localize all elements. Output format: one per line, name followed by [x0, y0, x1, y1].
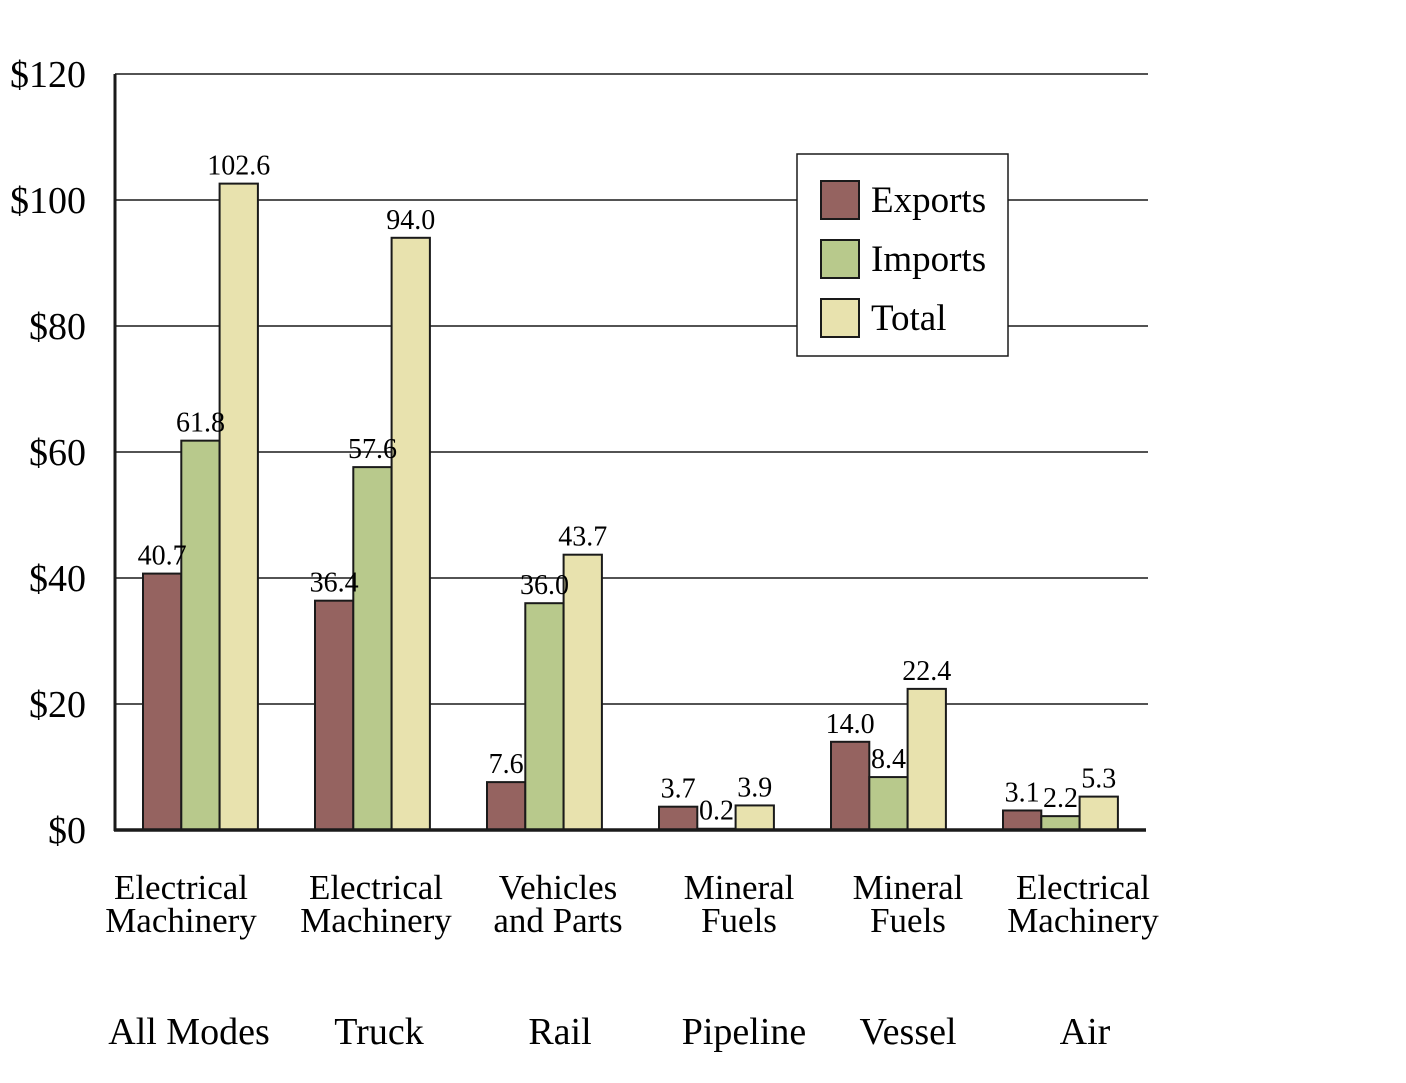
data-label: 3.7 [661, 774, 696, 805]
mode-label: Air [1060, 1011, 1111, 1053]
data-label: 22.4 [902, 656, 951, 687]
category-label: Machinery [300, 901, 452, 940]
data-label: 7.6 [489, 749, 524, 780]
y-tick-label: $60 [29, 432, 86, 474]
legend-swatch-imports [820, 239, 860, 279]
bars [142, 182, 1119, 832]
category-label: Electrical [114, 868, 248, 907]
bar-exports [830, 740, 871, 831]
bar-total [218, 182, 259, 831]
bar-imports [1040, 815, 1081, 832]
bar-imports [524, 602, 565, 832]
data-label: 94.0 [386, 205, 435, 236]
data-label: 40.7 [138, 541, 187, 572]
category-label: Machinery [105, 901, 257, 940]
y-tick-label: $40 [29, 558, 86, 600]
legend-label: Imports [871, 239, 986, 280]
data-label: 5.3 [1081, 764, 1116, 795]
bar-total [906, 687, 947, 831]
legend-swatch-exports [820, 180, 860, 220]
category-label: Mineral [684, 868, 795, 907]
mode-label: Rail [528, 1011, 591, 1053]
y-tick-label: $100 [10, 180, 86, 222]
data-label: 3.9 [737, 772, 772, 803]
bar-exports [1002, 809, 1043, 831]
data-label: 61.8 [176, 408, 225, 439]
data-label: 57.6 [348, 434, 397, 465]
category-label: Fuels [701, 901, 777, 940]
bar-exports [314, 599, 355, 831]
legend-swatch-total [820, 298, 860, 338]
data-label: 3.1 [1005, 777, 1040, 808]
data-label: 102.6 [207, 151, 270, 182]
legend-label: Total [871, 298, 947, 339]
axes [113, 74, 1146, 832]
category-label: Vehicles [499, 868, 618, 907]
data-label: 36.4 [310, 568, 359, 599]
data-label: 14.0 [826, 709, 875, 740]
data-label: 43.7 [558, 522, 607, 553]
mode-label: Truck [334, 1011, 423, 1053]
bar-exports [486, 781, 527, 831]
y-tick-label: $80 [29, 306, 86, 348]
category-label: Mineral [853, 868, 964, 907]
bar-total [734, 804, 775, 831]
mode-label: Vessel [859, 1011, 956, 1053]
bar-imports [868, 776, 909, 832]
mode-label: All Modes [108, 1011, 270, 1053]
data-labels: 40.7 61.8 102.6 36.4 57.6 94.0 7.6 36.0 43.7 3.70… [138, 151, 1117, 827]
bar-total [562, 553, 603, 831]
bar-total [1078, 795, 1119, 831]
data-label: 8.4 [871, 744, 906, 775]
data-label: 2.2 [1043, 783, 1078, 814]
legend-label: Exports [871, 180, 986, 221]
mode-label: Pipeline [682, 1011, 807, 1053]
y-tick-label: $120 [10, 54, 86, 96]
data-label: 0.2 [699, 796, 734, 827]
category-label: Fuels [870, 901, 946, 940]
gridlines [115, 73, 1148, 705]
bar-imports [180, 439, 221, 831]
data-label: 36.0 [520, 570, 569, 601]
category-label: Electrical [309, 868, 443, 907]
bar-imports [352, 466, 393, 831]
category-label: Machinery [1007, 901, 1159, 940]
bar-exports [142, 572, 183, 832]
category-label: Electrical [1016, 868, 1150, 907]
y-tick-labels: $0 $20 $40 $60 $80 $100 $120 [10, 54, 86, 852]
legend: Exports Imports Total [796, 153, 1009, 357]
y-tick-label: $0 [48, 810, 86, 852]
bar-exports [658, 805, 699, 832]
bar-total [390, 236, 431, 832]
category-label: and Parts [493, 901, 622, 940]
y-tick-label: $20 [29, 684, 86, 726]
